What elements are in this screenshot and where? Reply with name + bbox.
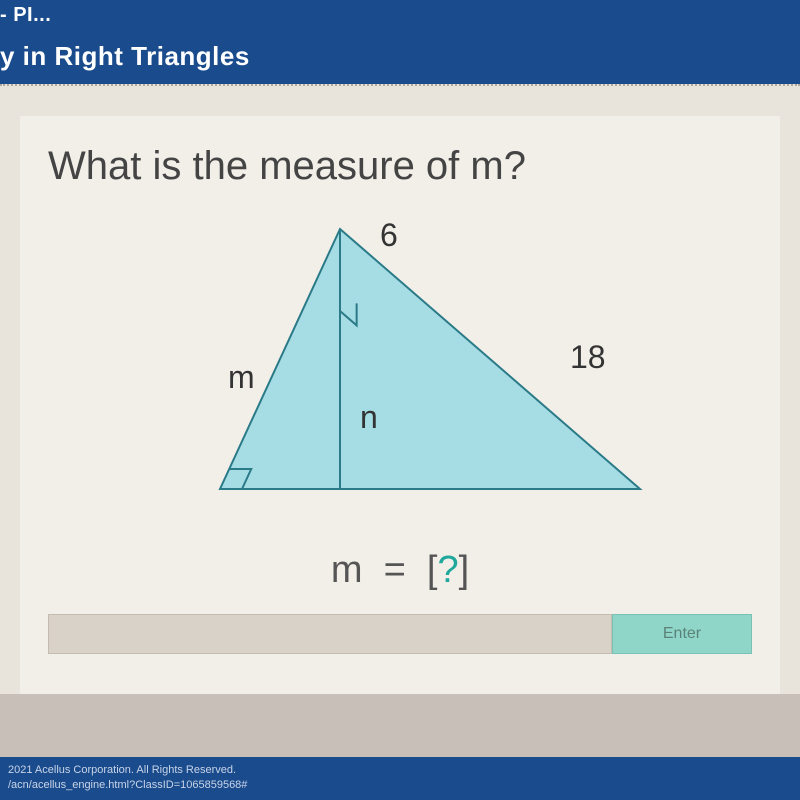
content-panel: What is the measure of m? 6 18 m n m = [… [20, 116, 780, 694]
answer-row: Enter [48, 614, 752, 654]
label-segment-6: 6 [380, 217, 398, 254]
question-text: What is the measure of m? [48, 144, 752, 189]
footer-copyright: 2021 Acellus Corporation. All Rights Res… [8, 763, 792, 777]
window-titlebar: - PI... y in Right Triangles [0, 0, 800, 84]
label-altitude-n: n [360, 399, 378, 436]
footer-url: /acn/acellus_engine.html?ClassID=1065859… [8, 778, 792, 792]
enter-button[interactable]: Enter [612, 614, 752, 654]
equation-question-mark: ? [437, 549, 458, 591]
footer: 2021 Acellus Corporation. All Rights Res… [0, 757, 800, 800]
equation-lhs: m [331, 549, 363, 591]
titlebar-breadcrumb: - PI... [0, 4, 800, 41]
content-outer: What is the measure of m? 6 18 m n m = [… [0, 84, 800, 694]
label-segment-18: 18 [570, 339, 606, 376]
equation-equals: = [384, 549, 406, 591]
triangle-diagram: 6 18 m n [140, 209, 660, 529]
equation: m = [?] [48, 549, 752, 592]
titlebar-lesson-name: y in Right Triangles [0, 41, 800, 80]
equation-lbracket: [ [427, 549, 438, 591]
answer-input[interactable] [48, 614, 612, 654]
enter-button-label: Enter [663, 625, 701, 643]
label-side-m: m [228, 359, 255, 396]
equation-rbracket: ] [459, 549, 470, 591]
